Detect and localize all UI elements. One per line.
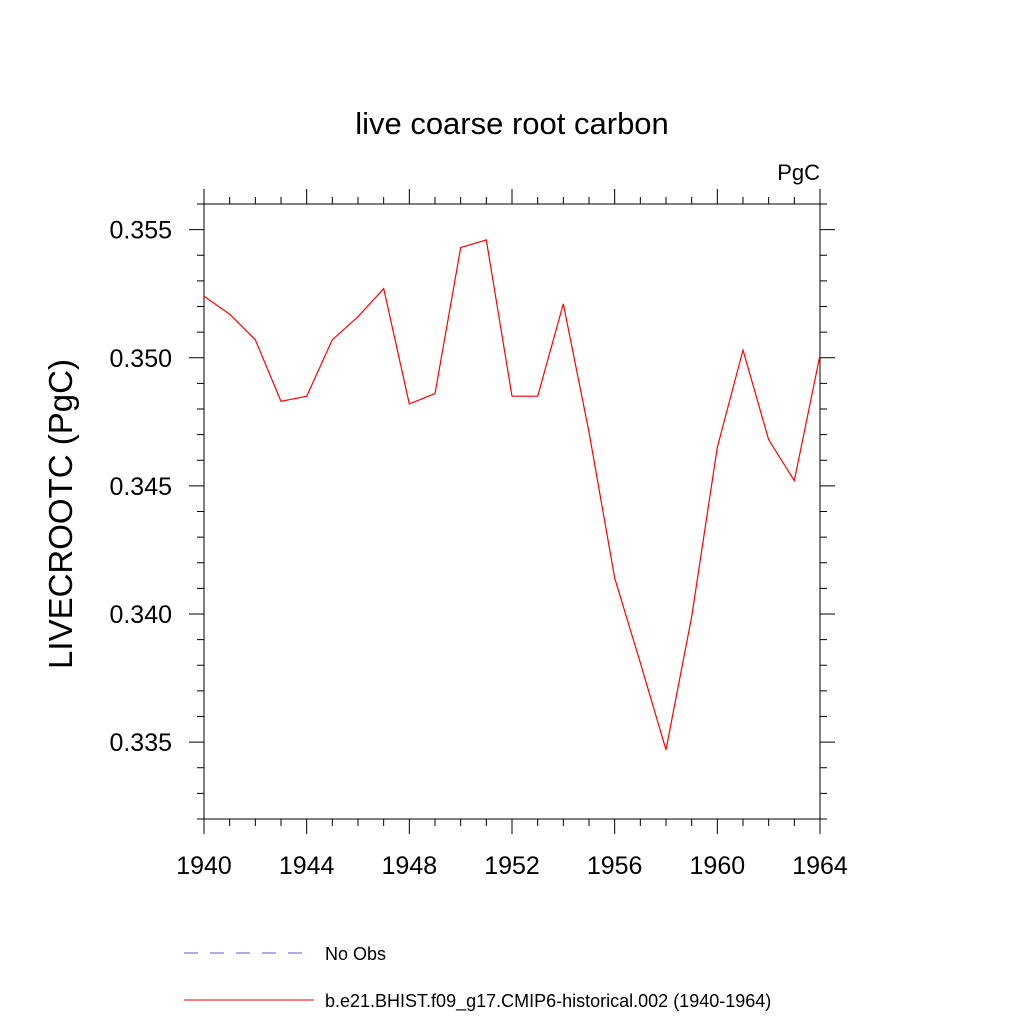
y-tick-label: 0.350 <box>109 345 172 373</box>
legend-label: No Obs <box>325 944 386 964</box>
x-tick-label: 1940 <box>176 852 232 880</box>
plot-frame <box>203 203 821 820</box>
y-tick-label: 0.335 <box>109 729 172 757</box>
y-tick-label: 0.345 <box>109 473 172 501</box>
axis-tick-labels: 1940 1944 1948 1952 1956 1960 1964 0.335 0.340 0.… <box>109 217 847 880</box>
x-tick-label: 1956 <box>587 852 643 880</box>
legend-label: b.e21.BHIST.f09_g17.CMIP6-historical.002… <box>325 991 771 1012</box>
y-axis-label: LIVECROOTC (PgC) <box>42 359 79 669</box>
axis-ticks <box>189 189 835 834</box>
x-tick-label: 1952 <box>484 852 540 880</box>
x-tick-label: 1960 <box>690 852 746 880</box>
y-tick-label: 0.355 <box>109 217 172 245</box>
units-label: PgC <box>777 160 820 185</box>
x-tick-label: 1964 <box>792 852 848 880</box>
series-layer <box>203 239 821 750</box>
chart-title: live coarse root carbon <box>355 106 669 141</box>
x-tick-label: 1948 <box>382 852 438 880</box>
x-tick-label: 1944 <box>279 852 335 880</box>
legend: No Obs b.e21.BHIST.f09_g17.CMIP6-historic… <box>184 944 771 1012</box>
series-line <box>203 239 821 750</box>
y-tick-label: 0.340 <box>109 601 172 629</box>
